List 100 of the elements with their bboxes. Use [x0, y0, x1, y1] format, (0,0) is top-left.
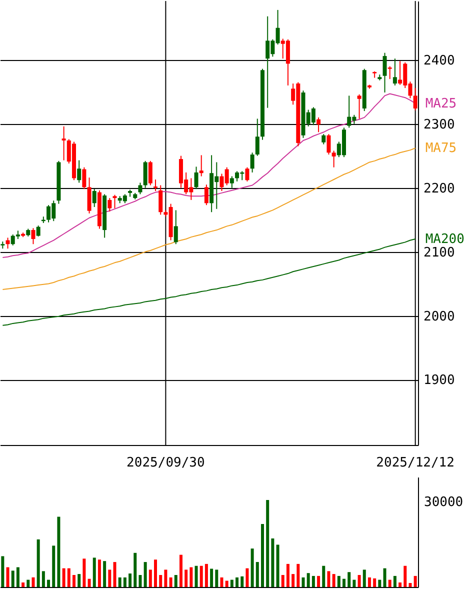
y-tick-label: 1900 [424, 373, 455, 388]
candlestick [413, 88, 418, 111]
bar [388, 580, 392, 587]
bar [378, 580, 382, 587]
bar [134, 552, 137, 587]
bar [78, 574, 81, 587]
bar [190, 567, 193, 587]
y-tick-label: 2000 [424, 309, 455, 324]
candlestick [148, 160, 152, 186]
x-tick-label: 2025/09/30 [126, 456, 205, 470]
bar [332, 574, 336, 587]
candlestick [143, 160, 148, 188]
bar [225, 580, 228, 587]
candlestick [36, 225, 40, 237]
bar [204, 564, 208, 587]
bar [194, 566, 198, 587]
candlestick [388, 66, 392, 80]
bar [373, 578, 376, 587]
bar [358, 574, 361, 587]
bar [348, 572, 351, 587]
bar [342, 578, 346, 587]
candlestick [77, 160, 82, 184]
bar [362, 570, 366, 587]
bar [128, 574, 132, 587]
bar [88, 578, 91, 587]
candlestick [62, 126, 66, 161]
bar [11, 570, 14, 587]
bar [404, 566, 407, 587]
bar [108, 570, 112, 587]
candlestick [382, 52, 387, 93]
bar [32, 577, 35, 587]
bar [210, 568, 214, 587]
candlestick [250, 152, 254, 173]
x-tick-label: 2025/12/12 [376, 456, 454, 470]
bar [393, 576, 396, 587]
bar [312, 576, 315, 587]
candlestick [31, 228, 36, 245]
bar [6, 567, 10, 587]
candlestick [204, 184, 208, 206]
bar [113, 562, 116, 587]
candlestick [199, 154, 204, 177]
bar [398, 582, 402, 587]
candlestick [316, 116, 321, 133]
bar [123, 577, 126, 587]
bar [82, 558, 86, 587]
bar [317, 576, 320, 587]
bar [169, 577, 172, 587]
text: 30000 [424, 495, 464, 510]
bar [246, 568, 249, 587]
bar [26, 580, 30, 587]
bar [408, 582, 412, 587]
bar [138, 574, 142, 587]
bar [72, 574, 76, 587]
bar [296, 564, 300, 587]
bar [92, 558, 96, 587]
candlestick [92, 188, 96, 208]
line-series [2, 93, 416, 258]
bar [98, 560, 101, 587]
bar [22, 582, 25, 587]
candlestick [87, 177, 92, 214]
y-tick-label: 2100 [424, 245, 455, 260]
bar [306, 573, 310, 587]
candlestick [112, 194, 117, 209]
bar [368, 577, 371, 587]
y-tick-label: 2400 [424, 53, 455, 68]
bar [1, 556, 4, 587]
bar [52, 546, 56, 587]
candlestick [357, 94, 362, 120]
candlestick [230, 176, 234, 188]
bar [256, 562, 259, 587]
bar [286, 564, 290, 587]
series-label: MA75 [425, 141, 457, 156]
bar [322, 566, 326, 587]
bar [327, 571, 330, 587]
bar [250, 548, 254, 587]
candlestick [138, 182, 142, 195]
candlestick [6, 237, 10, 250]
bar [184, 570, 188, 587]
bar [62, 568, 66, 587]
candlestick [332, 150, 336, 168]
candlestick [108, 198, 112, 212]
bar [57, 516, 60, 587]
bar [200, 566, 203, 587]
bar [302, 577, 305, 587]
bar [337, 576, 340, 587]
line-series [2, 148, 416, 290]
bar [236, 577, 239, 587]
bar [220, 577, 224, 587]
bar [42, 571, 45, 587]
bar [103, 561, 106, 587]
bar [179, 554, 182, 587]
series-label: MA200 [425, 232, 464, 247]
candlestick [154, 178, 158, 192]
bar [36, 539, 40, 587]
line-series [2, 238, 416, 326]
candlestick [82, 166, 86, 190]
candlestick [322, 134, 326, 145]
bar [215, 570, 218, 587]
candlestick [174, 210, 178, 245]
y-tick-label: 2300 [424, 117, 455, 132]
